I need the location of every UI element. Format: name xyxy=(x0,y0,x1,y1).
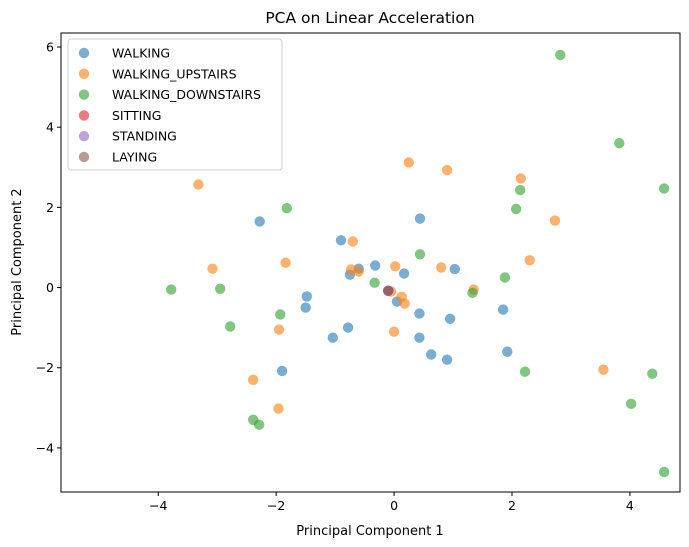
data-point xyxy=(414,308,425,319)
x-axis-ticks: −4 −2 0 2 4 xyxy=(149,492,634,513)
points-layer xyxy=(166,49,670,478)
y-tick-label: 4 xyxy=(46,120,54,135)
data-point xyxy=(467,287,478,298)
x-tick-label: 4 xyxy=(626,498,634,513)
x-axis-label: Principal Component 1 xyxy=(296,524,443,539)
legend-label: STANDING xyxy=(112,129,177,144)
data-point xyxy=(300,302,311,313)
data-point xyxy=(510,203,522,215)
data-point xyxy=(335,235,347,246)
data-point xyxy=(327,332,338,343)
data-point xyxy=(370,260,381,271)
data-point xyxy=(549,215,561,226)
data-point xyxy=(193,179,204,190)
data-point xyxy=(254,216,265,227)
data-point xyxy=(253,419,265,430)
data-point xyxy=(248,374,259,385)
data-point xyxy=(399,298,410,309)
legend-marker xyxy=(78,151,90,163)
data-point xyxy=(280,257,291,268)
data-point xyxy=(281,203,292,214)
data-point xyxy=(388,326,400,337)
data-point xyxy=(414,332,425,343)
y-tick-label: 0 xyxy=(46,280,54,295)
legend-label: WALKING_UPSTAIRS xyxy=(112,66,237,81)
data-point xyxy=(497,304,509,315)
data-point xyxy=(519,366,531,377)
data-point xyxy=(647,368,658,379)
series-walking-downstairs xyxy=(166,49,670,478)
data-point xyxy=(342,322,354,333)
data-point xyxy=(398,268,410,279)
data-point xyxy=(273,324,285,335)
data-point xyxy=(414,213,426,224)
y-axis-label: Principal Component 2 xyxy=(10,188,25,335)
legend-marker xyxy=(78,47,90,59)
legend-marker xyxy=(78,110,90,121)
legend-label: WALKING xyxy=(112,46,170,61)
data-point xyxy=(275,309,286,320)
data-point xyxy=(658,183,670,194)
data-point xyxy=(347,236,358,247)
data-point xyxy=(614,138,625,149)
legend-marker xyxy=(78,89,90,100)
data-point xyxy=(598,364,609,375)
data-point xyxy=(436,262,447,273)
y-tick-label: 6 xyxy=(46,40,54,55)
y-tick-label: −2 xyxy=(36,360,54,375)
series-walking-upstairs xyxy=(193,157,609,414)
data-point xyxy=(441,164,453,176)
data-point xyxy=(369,277,380,288)
data-point xyxy=(515,173,526,184)
data-point xyxy=(166,284,177,295)
x-tick-label: −2 xyxy=(267,498,285,513)
data-point xyxy=(225,321,236,332)
data-point xyxy=(449,263,460,275)
data-point xyxy=(276,365,288,377)
data-point xyxy=(383,285,394,296)
data-point xyxy=(658,466,670,478)
data-point xyxy=(207,263,218,274)
legend-marker xyxy=(78,68,90,80)
data-point xyxy=(215,283,226,294)
data-point xyxy=(502,346,513,357)
plot-area-frame xyxy=(60,32,681,493)
data-point xyxy=(301,291,312,302)
data-point xyxy=(426,349,437,360)
data-point xyxy=(555,49,566,61)
legend-label: LAYING xyxy=(112,150,157,165)
legend-marker xyxy=(78,131,90,142)
legend-label: SITTING xyxy=(112,108,161,123)
y-tick-label: 2 xyxy=(46,200,54,215)
data-point xyxy=(515,184,526,196)
data-point xyxy=(524,255,535,266)
chart-title: PCA on Linear Acceleration xyxy=(265,9,474,27)
y-axis-ticks: −4 −2 0 2 4 6 xyxy=(36,40,61,455)
data-point xyxy=(390,261,401,272)
legend: WALKING WALKING_UPSTAIRS WALKING_DOWNSTAIR… xyxy=(67,38,283,171)
data-point xyxy=(499,272,511,283)
x-tick-label: 0 xyxy=(390,498,398,513)
data-point xyxy=(444,313,456,324)
data-point xyxy=(273,403,284,414)
data-point xyxy=(353,266,364,277)
data-point xyxy=(441,354,453,365)
x-tick-label: −4 xyxy=(149,498,167,513)
x-tick-label: 2 xyxy=(508,498,516,513)
legend-box xyxy=(67,38,283,171)
legend-label: WALKING_DOWNSTAIRS xyxy=(112,87,261,102)
data-point xyxy=(403,157,414,168)
series-laying xyxy=(383,285,394,296)
data-point xyxy=(414,249,426,260)
y-tick-label: −4 xyxy=(36,440,54,455)
data-point xyxy=(625,398,637,409)
